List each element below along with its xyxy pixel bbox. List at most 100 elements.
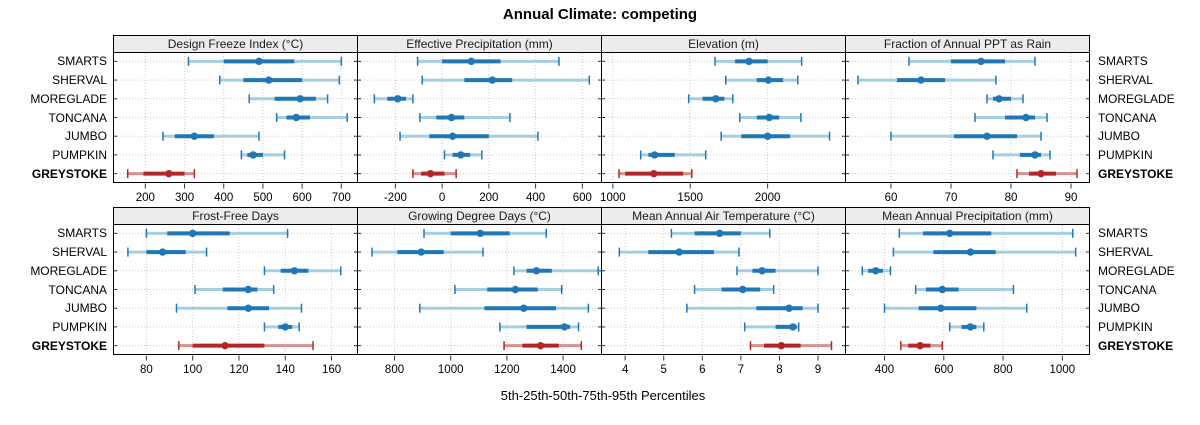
median-dot <box>290 267 299 275</box>
median-dot <box>249 151 257 159</box>
panel-strip-title: Design Freeze Index (°C) <box>113 35 358 52</box>
panel: Design Freeze Index (°C) 200 300 400 500 600 7… <box>113 35 358 206</box>
median-dot <box>946 229 954 238</box>
median-dot <box>995 95 1003 103</box>
axis-tick-label: 100 <box>183 364 202 376</box>
median-dot <box>476 229 484 238</box>
median-dot <box>938 285 947 294</box>
axis-tick-label: 90 <box>1065 192 1078 204</box>
category-label: TONCANA <box>48 282 107 297</box>
panel-background <box>601 52 846 183</box>
category-label: PUMPKIN <box>1098 320 1153 335</box>
category-label: GREYSTOKE <box>31 339 107 354</box>
median-dot <box>966 323 975 331</box>
panel-plot: 800 1000 1200 1400 <box>357 224 602 376</box>
panel-plot: 400 600 800 1000 <box>845 224 1090 376</box>
axis-tick-label: 60 <box>885 192 898 204</box>
median-dot <box>937 304 945 312</box>
panel-plot: 1000 1500 2000 <box>600 52 846 204</box>
category-label: JUMBO <box>1098 129 1140 144</box>
panel: Fraction of Annual PPT as Rain 60 70 80 90 <box>845 35 1090 206</box>
category-label: TONCANA <box>1098 110 1157 125</box>
median-dot <box>1037 169 1045 178</box>
median-dot <box>871 267 880 275</box>
median-dot <box>457 151 465 159</box>
panel-plot: 4 5 6 7 8 9 <box>601 224 846 376</box>
category-label: SMARTS <box>57 54 107 68</box>
category-labels-right-top: SMARTS SHERVAL MOREGLADE TONCANA JUMBO PUMPKI… <box>1098 52 1198 184</box>
panel-strip-title: Frost-Free Days <box>113 207 358 224</box>
median-dot <box>265 76 273 84</box>
median-dot <box>745 57 753 66</box>
axis-tick-label: 300 <box>175 192 194 204</box>
category-label: JUMBO <box>1098 301 1140 316</box>
median-dot <box>532 267 541 275</box>
axis-tick-label: 1500 <box>677 192 703 204</box>
median-dot <box>426 169 435 178</box>
panel-plot: -200 0 200 400 600 <box>357 52 602 204</box>
median-dot <box>715 229 724 238</box>
median-dot <box>221 341 229 350</box>
axis-tick-label: -200 <box>384 192 407 204</box>
median-dot <box>763 132 772 140</box>
median-dot <box>511 285 520 294</box>
panel: Mean Annual Precipitation (mm) 400 600 800 1… <box>845 207 1090 378</box>
category-label: GREYSTOKE <box>1098 167 1174 182</box>
panel-plot: 200 300 400 500 600 700 <box>113 52 358 204</box>
median-dot <box>650 151 659 159</box>
category-label: GREYSTOKE <box>31 167 107 182</box>
median-dot <box>966 248 975 256</box>
axis-tick-label: 200 <box>479 192 498 204</box>
median-dot <box>536 341 545 350</box>
axis-tick-label: 9 <box>815 364 821 376</box>
category-label: SMARTS <box>1098 54 1148 68</box>
panel: Growing Degree Days (°C) 800 1000 1200 1400 <box>357 207 602 378</box>
panel-strip-title: Fraction of Annual PPT as Rain <box>845 35 1090 52</box>
axis-tick-label: 400 <box>214 192 233 204</box>
median-dot <box>190 132 199 140</box>
panel-strip-title: Growing Degree Days (°C) <box>357 207 602 224</box>
median-dot <box>448 132 457 140</box>
median-dot <box>777 341 786 350</box>
category-label: SHERVAL <box>1098 72 1153 87</box>
axis-tick-label: 600 <box>293 192 312 204</box>
median-dot <box>650 169 658 178</box>
axis-tick-label: 0 <box>439 192 445 204</box>
panel-background <box>845 52 1090 183</box>
axis-tick-label: 4 <box>622 364 629 376</box>
median-dot <box>739 285 747 294</box>
median-dot <box>712 95 720 103</box>
median-dot <box>758 267 766 275</box>
median-dot <box>467 57 476 66</box>
category-label: PUMPKIN <box>52 148 107 163</box>
median-dot <box>560 323 569 331</box>
median-dot <box>765 113 773 122</box>
median-dot <box>764 76 773 84</box>
median-dot <box>785 304 793 312</box>
panel-border <box>845 224 1090 355</box>
median-dot <box>417 248 425 256</box>
axis-tick-label: 120 <box>229 364 248 376</box>
panel-strip-title: Mean Annual Precipitation (mm) <box>845 207 1090 224</box>
panel-border <box>845 52 1090 183</box>
axis-tick-label: 1200 <box>494 364 520 376</box>
axis-tick-label: 80 <box>140 364 153 376</box>
axis-tick-label: 2000 <box>755 192 781 204</box>
panel: Mean Annual Air Temperature (°C) 4 5 6 7 8 9 <box>601 207 846 378</box>
category-label: SMARTS <box>1098 226 1148 240</box>
category-label: MOREGLADE <box>1098 91 1175 106</box>
median-dot <box>158 248 167 256</box>
median-dot <box>916 341 924 350</box>
median-dot <box>977 57 985 66</box>
median-dot <box>675 248 683 256</box>
category-label: SMARTS <box>57 226 107 240</box>
median-dot <box>244 304 252 312</box>
median-dot <box>1031 151 1039 159</box>
axis-tick-label: 1000 <box>438 364 464 376</box>
median-dot <box>789 323 797 331</box>
axis-tick-label: 700 <box>332 192 351 204</box>
axis-tick-label: 160 <box>322 364 341 376</box>
axis-tick-label: 1000 <box>1050 364 1076 376</box>
axis-tick-label: 70 <box>945 192 958 204</box>
